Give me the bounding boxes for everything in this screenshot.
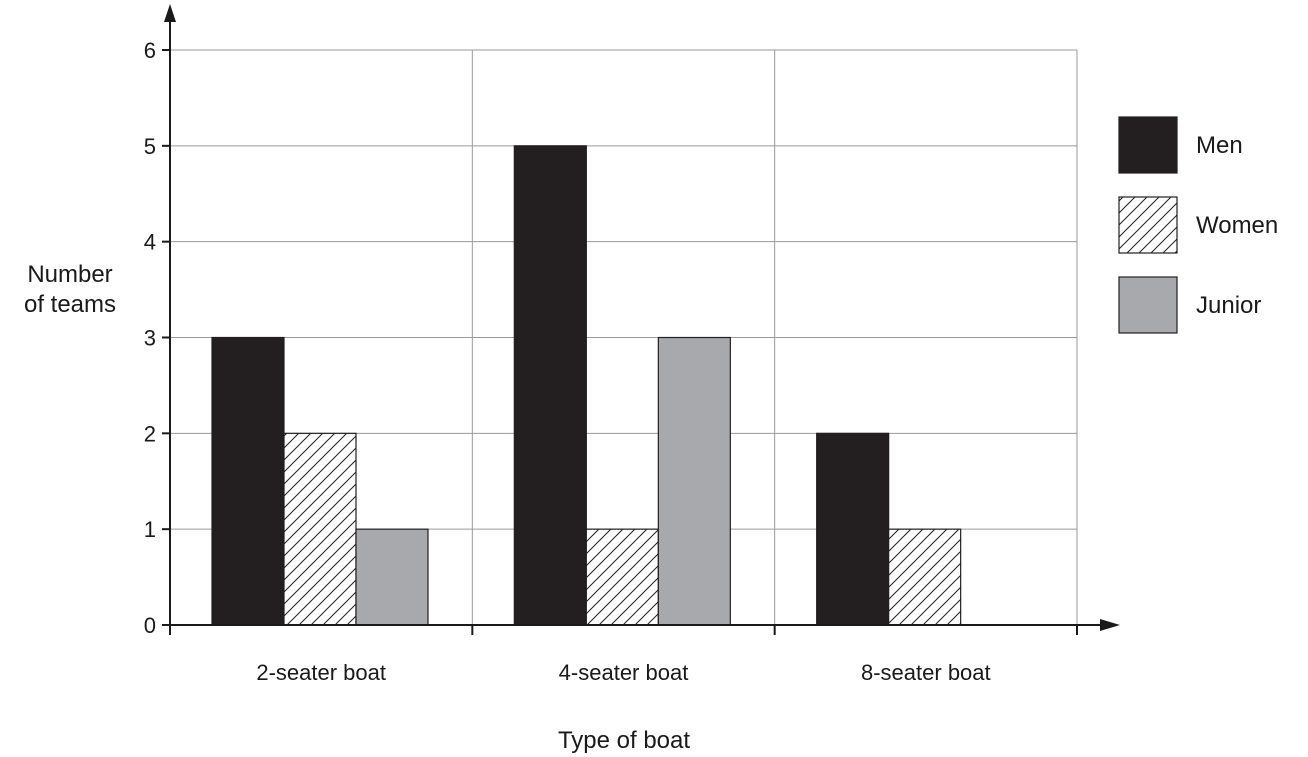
tick-labels: 0 1 2 3 4 5 6 2-seater boat 4-seater boat 8-seate… (144, 38, 991, 685)
y-tick-label: 0 (144, 613, 156, 638)
y-axis-label-line-1: Number (27, 261, 112, 288)
y-tick-label: 6 (144, 38, 156, 63)
bar-men-1 (211, 336, 285, 626)
legend-swatch-men (1118, 116, 1178, 174)
y-tick-label: 3 (144, 326, 156, 351)
bar-women-3 (888, 528, 962, 626)
bar-junior-1 (355, 528, 429, 626)
bar-women-1 (283, 432, 357, 626)
y-tick-label: 1 (144, 517, 156, 542)
y-tick-label: 2 (144, 421, 156, 446)
bar-men-2 (513, 145, 587, 626)
y-axis-arrow-icon (164, 4, 176, 22)
x-axis-arrow-icon (1100, 619, 1120, 631)
legend-swatch-junior (1118, 276, 1178, 334)
y-tick-label: 5 (144, 134, 156, 159)
bars (211, 145, 962, 626)
x-axis-label: Type of boat (558, 727, 690, 754)
x-tick-label: 2-seater boat (256, 660, 386, 685)
bar-men-3 (816, 432, 890, 626)
y-axis-title: Number of teams (24, 261, 116, 318)
bar-junior-2 (657, 336, 731, 626)
y-axis-label-line-2: of teams (24, 291, 116, 318)
legend-label-junior: Junior (1196, 292, 1261, 319)
axes (162, 4, 1120, 635)
x-tick-label: 8-seater boat (861, 660, 991, 685)
legend-swatch-women (1118, 196, 1178, 254)
x-tick-label: 4-seater boat (559, 660, 689, 685)
y-tick-label: 4 (144, 230, 156, 255)
legend: Men Women Junior (1118, 116, 1278, 334)
legend-label-women: Women (1196, 212, 1278, 239)
legend-label-men: Men (1196, 132, 1243, 159)
bar-women-2 (585, 528, 659, 626)
